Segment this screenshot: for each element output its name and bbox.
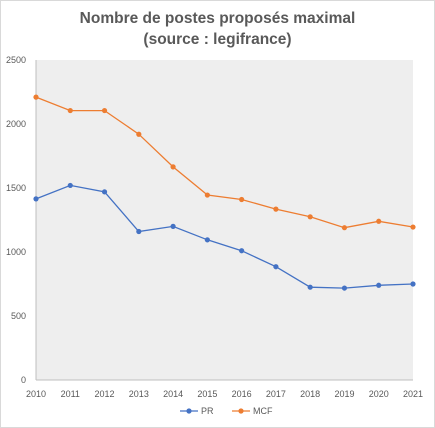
y-axis-ticks: 0 500 1000 1500 2000 2500 [6,55,26,385]
y-tick-label: 1500 [6,183,26,193]
chart-title: Nombre de postes proposés maximal (sourc… [0,8,435,50]
plot-area [36,60,413,380]
legend-marker-mcf [238,408,244,414]
legend-label-mcf: MCF [253,406,273,416]
data-point-pr [410,281,416,287]
data-point-pr [341,285,348,291]
data-point-pr [376,282,382,288]
x-tick-label: 2018 [300,389,320,399]
data-point-mcf [307,214,313,220]
data-point-mcf [101,107,108,114]
y-tick-label: 2000 [6,119,26,129]
data-point-mcf [273,206,279,212]
data-point-pr [204,237,210,243]
data-point-pr [67,182,73,189]
data-point-mcf [67,107,73,114]
y-tick-label: 500 [11,311,26,321]
x-tick-label: 2016 [232,389,252,399]
legend-marker-pr [186,408,192,414]
legend: PR MCF [180,406,273,416]
chart-title-line-2: (source : legifrance) [143,31,292,48]
data-point-pr [307,284,313,290]
data-point-mcf [376,218,382,224]
chart-title-line-1: Nombre de postes proposés maximal [79,10,356,27]
x-tick-label: 2014 [163,389,183,399]
x-tick-label: 2015 [197,389,217,399]
legend-label-pr: PR [201,406,214,416]
data-point-pr [170,223,176,229]
data-point-mcf [204,192,210,198]
data-point-mcf [239,196,245,203]
data-point-mcf [170,164,176,170]
y-tick-label: 0 [21,375,26,385]
x-tick-label: 2017 [266,389,286,399]
x-tick-label: 2010 [26,389,46,399]
y-tick-label: 1000 [6,247,26,257]
series-line-pr [35,184,414,289]
x-tick-label: 2012 [95,389,115,399]
data-point-mcf [33,94,39,100]
data-point-pr [239,248,245,254]
data-point-pr [136,228,142,235]
x-axis-ticks: 2010 2011 2012 2013 2014 2015 2016 2017 2018 2019… [26,389,423,399]
x-tick-label: 2011 [61,389,80,399]
x-tick-label: 2020 [369,389,389,399]
y-tick-label: 2500 [6,55,26,65]
data-point-mcf [410,224,416,230]
data-point-pr [273,264,279,270]
data-point-pr [33,196,39,202]
x-tick-label: 2013 [129,389,149,399]
x-tick-label: 2019 [334,389,354,399]
x-tick-label: 2021 [403,389,423,399]
data-point-pr [101,189,108,195]
series-line-mcf [35,96,414,229]
data-point-mcf [136,131,142,137]
data-point-mcf [341,225,348,231]
series-layer [33,94,416,291]
